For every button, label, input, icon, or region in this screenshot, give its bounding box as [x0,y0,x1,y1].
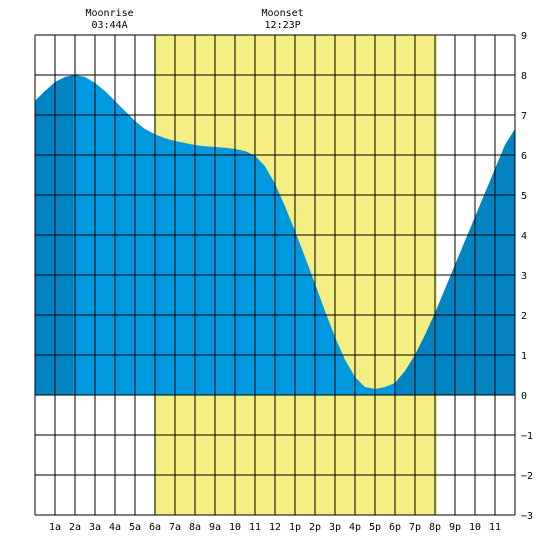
annotation-label: Moonrise [86,8,134,19]
y-tick-label: 5 [521,191,527,202]
x-tick-label: 10 [469,522,481,533]
annotation-label: Moonset [262,8,304,19]
y-tick-label: 7 [521,111,527,122]
y-tick-label: −1 [521,431,533,442]
y-tick-label: 6 [521,151,527,162]
x-tick-label: 7p [409,522,421,533]
x-tick-label: 1a [49,522,61,533]
x-tick-label: 3a [89,522,101,533]
x-tick-label: 1p [289,522,301,533]
x-tick-label: 8p [429,522,441,533]
x-tick-label: 9a [209,522,221,533]
y-tick-label: 0 [521,391,527,402]
grid-layer [34,34,516,516]
x-tick-label: 4a [109,522,121,533]
y-tick-label: −3 [521,511,533,522]
y-tick-label: 4 [521,231,527,242]
y-tick-label: 3 [521,271,527,282]
x-tick-label: 6p [389,522,401,533]
x-tick-label: 11 [489,522,501,533]
y-tick-label: 9 [521,31,527,42]
x-tick-label: 3p [329,522,341,533]
y-tick-labels: −3 −2 −1 0 1 2 3 4 5 6 7 8 9 [521,31,533,522]
x-tick-label: 4p [349,522,361,533]
y-tick-label: 1 [521,351,527,362]
annotation-time: 12:23P [265,20,301,31]
y-tick-label: 2 [521,311,527,322]
annotation-time: 03:44A [92,20,128,31]
x-tick-label: 9p [449,522,461,533]
x-tick-label: 12 [269,522,281,533]
x-tick-label: 10 [229,522,241,533]
x-tick-labels: 1a 2a 3a 4a 5a 6a 7a 8a 9a 10 11 12 1p 2p 3p 4p 5p 6p 7p 8p… [49,522,501,533]
x-tick-label: 5p [369,522,381,533]
x-tick-label: 2a [69,522,81,533]
x-tick-label: 6a [149,522,161,533]
y-tick-label: 8 [521,71,527,82]
x-tick-label: 5a [129,522,141,533]
x-tick-label: 11 [249,522,261,533]
x-tick-label: 2p [309,522,321,533]
x-tick-label: 8a [189,522,201,533]
x-tick-label: 7a [169,522,181,533]
y-tick-label: −2 [521,471,533,482]
